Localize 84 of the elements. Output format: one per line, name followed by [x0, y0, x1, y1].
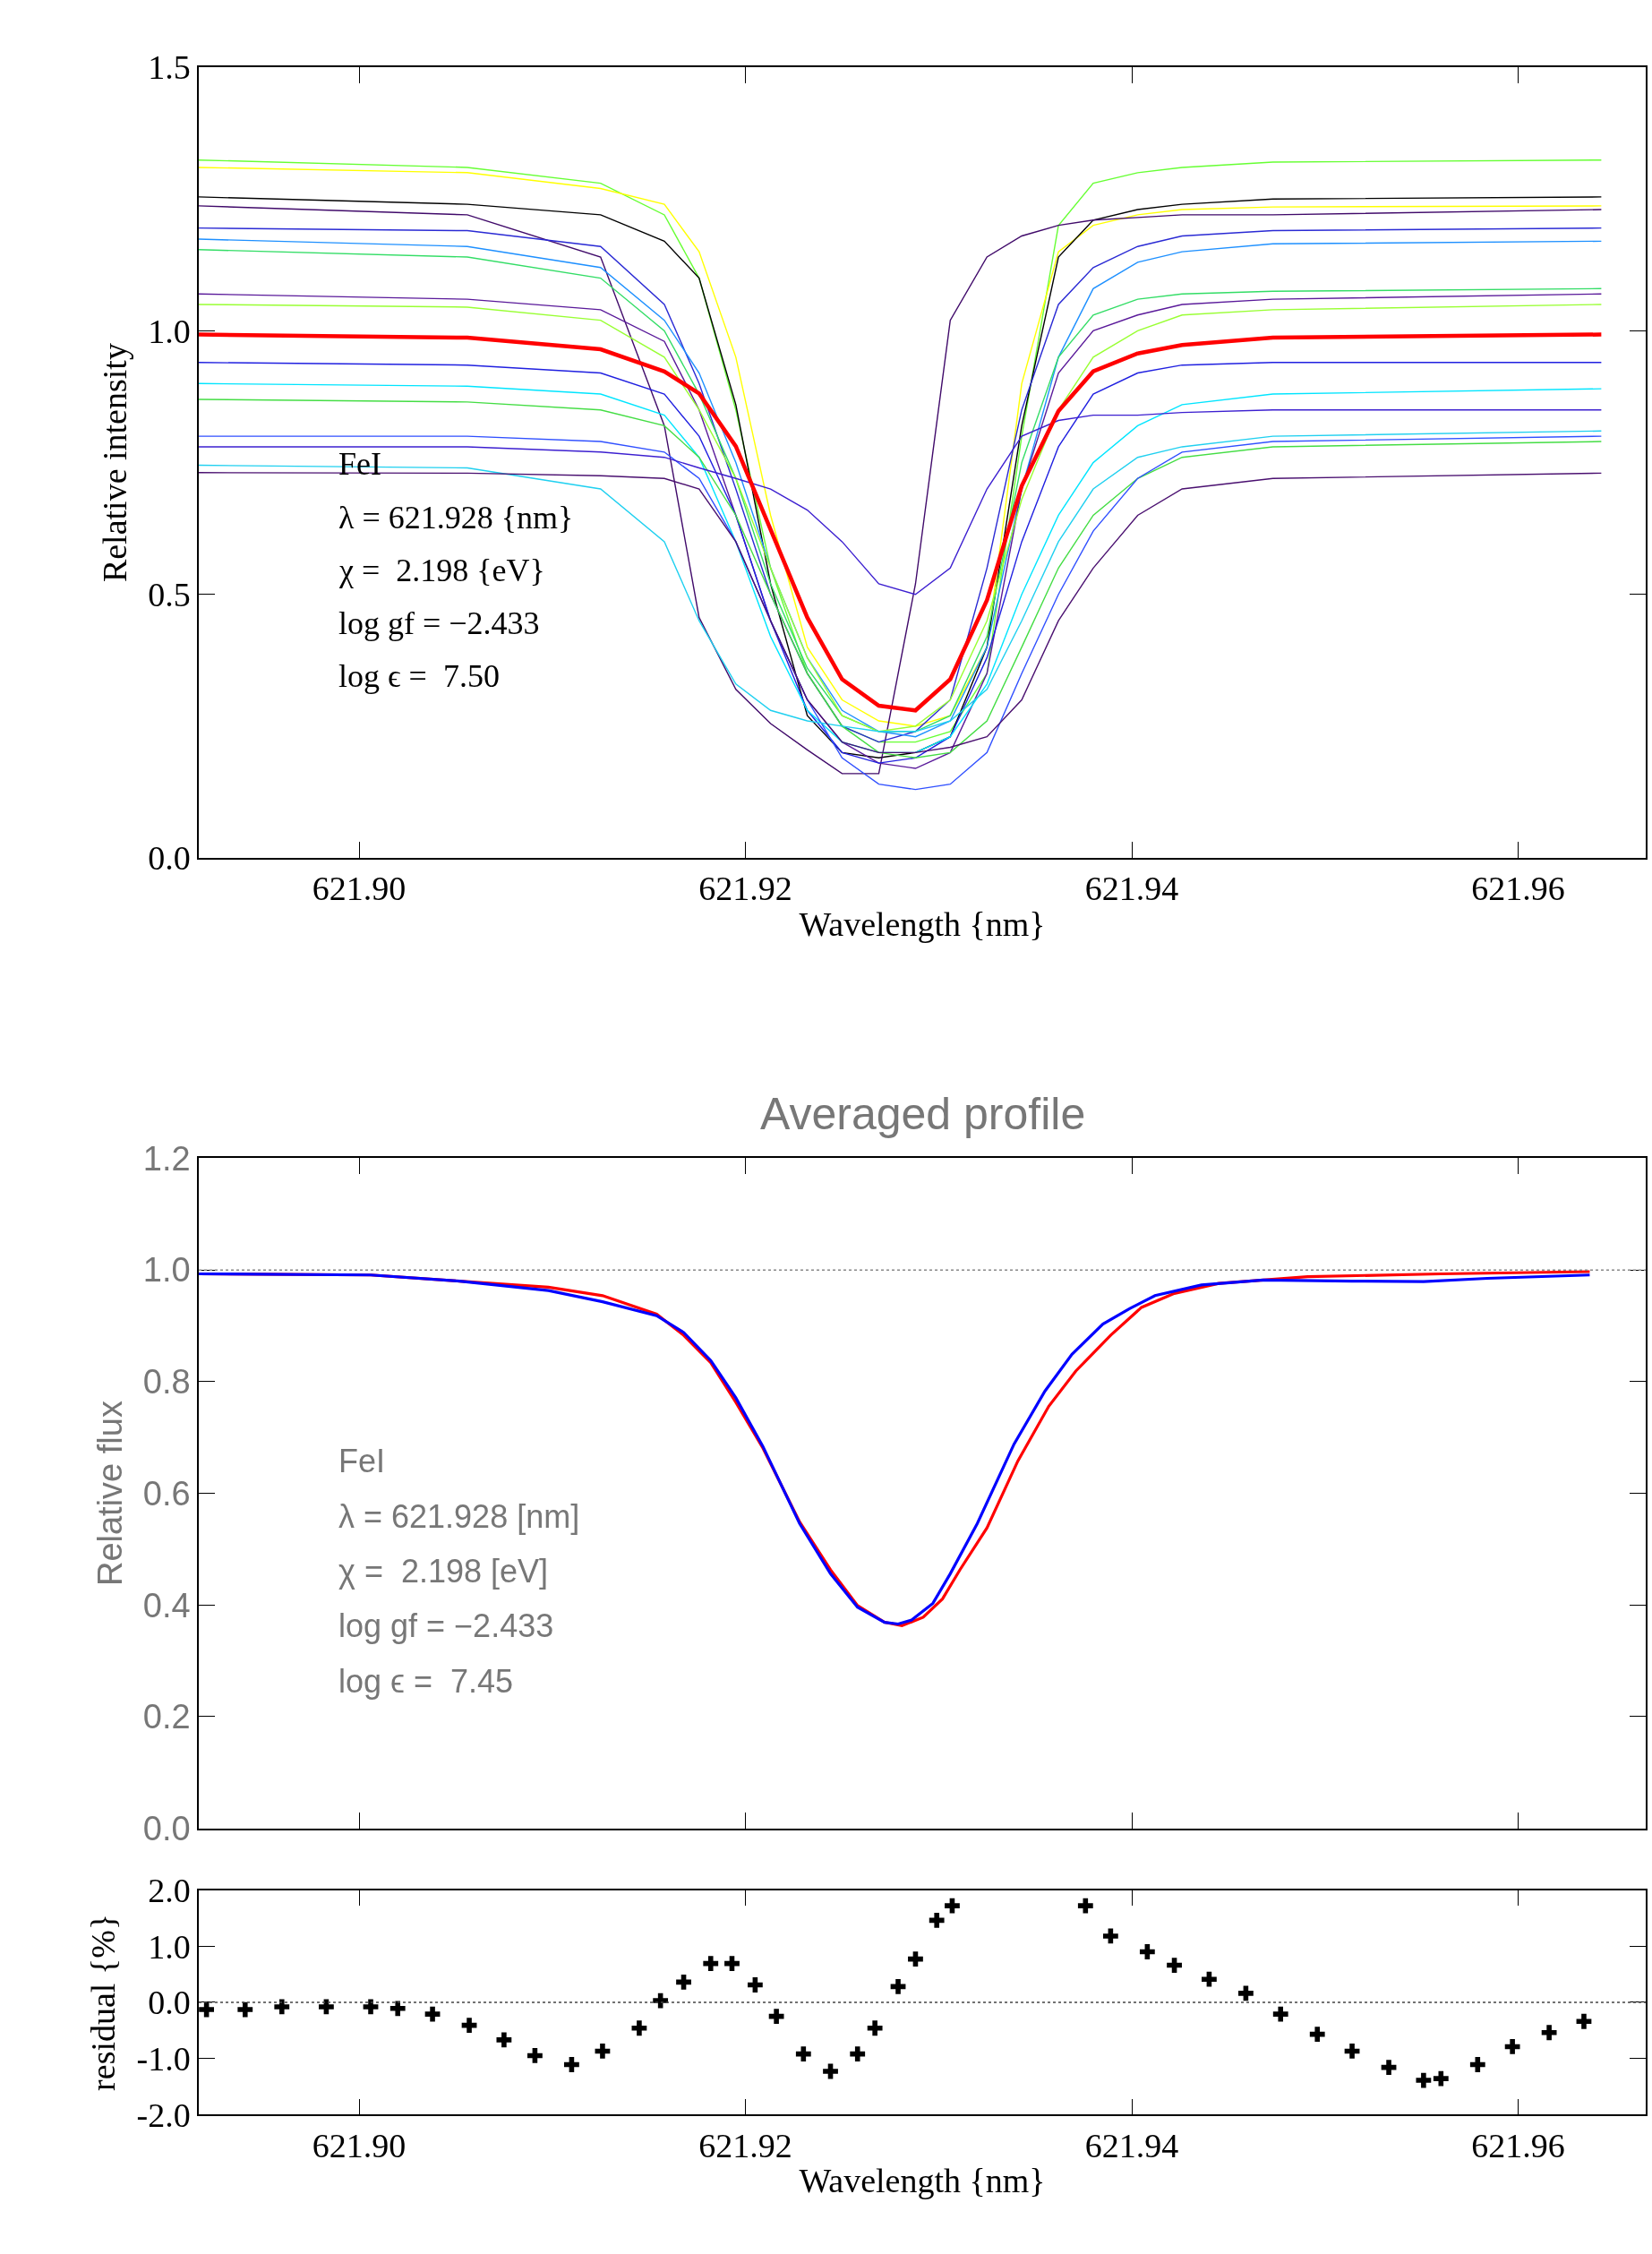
point	[768, 2009, 784, 2024]
point	[1139, 1944, 1155, 1959]
point	[199, 2001, 215, 2018]
annotation: log ϵ = 7.45	[338, 1663, 514, 1700]
point	[945, 1898, 960, 1914]
chart-title: Averaged profile	[760, 1089, 1086, 1139]
point	[890, 1978, 906, 1994]
point	[496, 2032, 512, 2048]
point	[1541, 2025, 1557, 2041]
point	[1576, 2013, 1592, 2029]
point	[867, 2020, 883, 2036]
x-axis-title: Wavelength {nm}	[799, 905, 1046, 944]
y-axis-title: Relative intensity	[95, 343, 133, 583]
x-tick-label: 621.94	[1084, 870, 1179, 908]
annotation: log ϵ = 7.50	[338, 658, 500, 694]
x-axis-title: Wavelength {nm}	[799, 2162, 1046, 2200]
y-tick-label: 2.0	[148, 1871, 191, 1909]
point	[424, 2006, 441, 2022]
y-tick-label: 0.8	[142, 1363, 191, 1401]
line-series	[199, 409, 1603, 596]
point	[1309, 2027, 1325, 2043]
point	[595, 2044, 611, 2059]
point	[929, 1912, 945, 1928]
y-tick-label: 0.6	[142, 1474, 191, 1513]
y-tick-label: 0.0	[148, 1984, 191, 2022]
point	[1272, 2006, 1288, 2022]
point	[1416, 2072, 1432, 2088]
annotation: log gf = −2.433	[338, 605, 540, 641]
y-tick-label: 1.5	[148, 48, 191, 87]
y-tick-label: 1.0	[148, 312, 191, 350]
point	[527, 2048, 543, 2063]
point	[1344, 2044, 1360, 2059]
point	[631, 2020, 647, 2036]
annotation: FeI	[338, 1443, 386, 1479]
x-tick-label: 621.96	[1471, 2126, 1565, 2164]
point	[1237, 1985, 1254, 2001]
x-tick-label: 621.90	[312, 870, 407, 908]
point	[274, 1999, 290, 2015]
point	[1167, 1958, 1182, 1973]
y-tick-label: 1.0	[142, 1251, 191, 1290]
line-series	[199, 435, 1603, 791]
point	[319, 1999, 334, 2015]
y-tick-label: 0.2	[142, 1698, 191, 1736]
point	[1433, 2070, 1449, 2087]
point	[1504, 2039, 1520, 2054]
y-tick-label: 0.5	[148, 576, 191, 614]
annotation: log gf = −2.433	[338, 1607, 554, 1644]
x-tick-label: 621.96	[1471, 870, 1565, 908]
x-tick-label: 621.90	[312, 2126, 407, 2164]
point	[823, 2063, 838, 2079]
y-tick-label: 0.0	[148, 839, 191, 878]
point	[724, 1956, 740, 1972]
line-series	[199, 430, 1603, 733]
x-tick-label: 621.94	[1084, 2126, 1179, 2164]
annotation: λ = 621.928 [nm]	[338, 1498, 580, 1535]
point	[1077, 1898, 1093, 1914]
point	[237, 2001, 253, 2018]
point	[676, 1974, 691, 1990]
y-tick-label: 1.0	[148, 1927, 191, 1966]
point	[747, 1977, 763, 1993]
point	[1102, 1928, 1118, 1944]
x-tick-label: 621.92	[698, 870, 792, 908]
point	[1202, 1971, 1217, 1987]
point	[389, 2001, 406, 2017]
y-axis-title: Relative flux	[90, 1401, 129, 1587]
point	[363, 1999, 379, 2015]
y-tick-label: 0.0	[142, 1810, 191, 1848]
y-tick-label: -1.0	[136, 2039, 191, 2078]
annotation: λ = 621.928 {nm}	[338, 500, 574, 536]
annotation: χ = 2.198 [eV]	[338, 1553, 549, 1590]
x-tick-label: 621.92	[698, 2126, 792, 2164]
y-tick-label: -2.0	[136, 2095, 191, 2134]
point	[564, 2057, 579, 2072]
point	[1469, 2057, 1485, 2072]
annotation: χ = 2.198 {eV}	[338, 553, 545, 588]
y-tick-label: 1.2	[142, 1139, 191, 1178]
point	[1381, 2060, 1397, 2076]
point	[461, 2018, 477, 2034]
point	[703, 1956, 719, 1972]
point	[908, 1951, 923, 1967]
y-tick-label: 0.4	[142, 1586, 191, 1624]
point	[795, 2046, 811, 2061]
y-axis-title: residual {%}	[84, 1913, 123, 2091]
point	[850, 2046, 866, 2061]
